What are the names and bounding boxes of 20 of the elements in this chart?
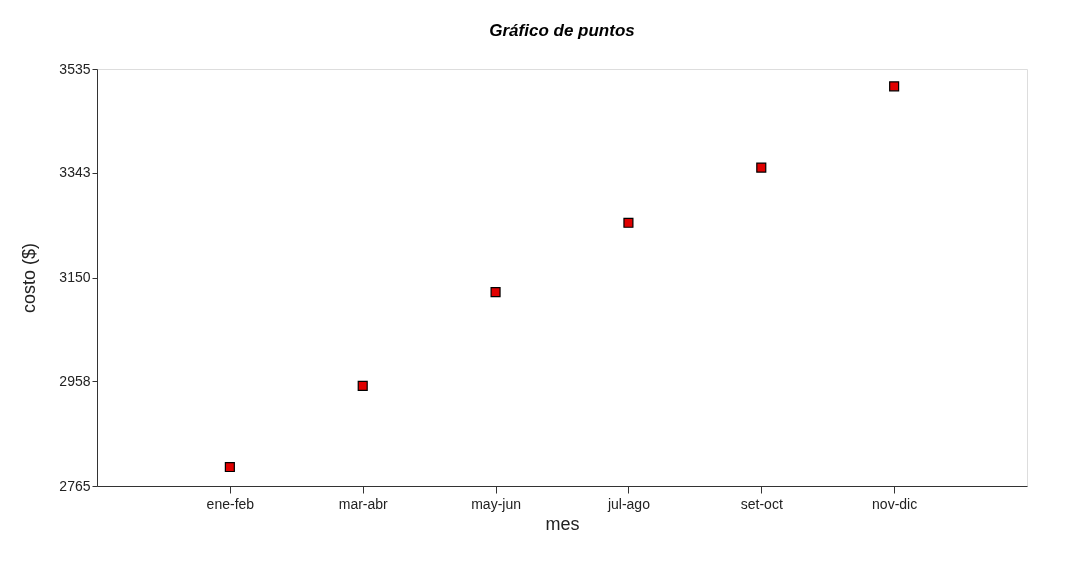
x-tick-label: mar-abr [338, 495, 389, 512]
point [357, 380, 368, 391]
point [889, 81, 900, 92]
y-tick-label: 3535 [59, 60, 91, 77]
x-tick-label: may-jun [471, 495, 521, 512]
y-axis-title: costo ($) [19, 242, 40, 314]
y-tick-label: 2765 [59, 477, 91, 494]
point [224, 461, 235, 473]
point [756, 162, 767, 173]
y-tick-label: 2958 [59, 372, 91, 389]
chart-title: Gráfico de puntos [489, 21, 635, 40]
point [623, 217, 634, 228]
point [490, 287, 501, 298]
y-tick-label: 3343 [59, 164, 91, 181]
x-tick-label: set-oct [740, 495, 783, 512]
x-tick-label: jul-ago [606, 495, 651, 512]
y-tick-label: 3150 [59, 269, 91, 285]
x-tick-label: ene-feb [206, 495, 255, 512]
x-axis-title: mes [545, 513, 580, 534]
x-tick-label: nov-dic [872, 495, 918, 512]
